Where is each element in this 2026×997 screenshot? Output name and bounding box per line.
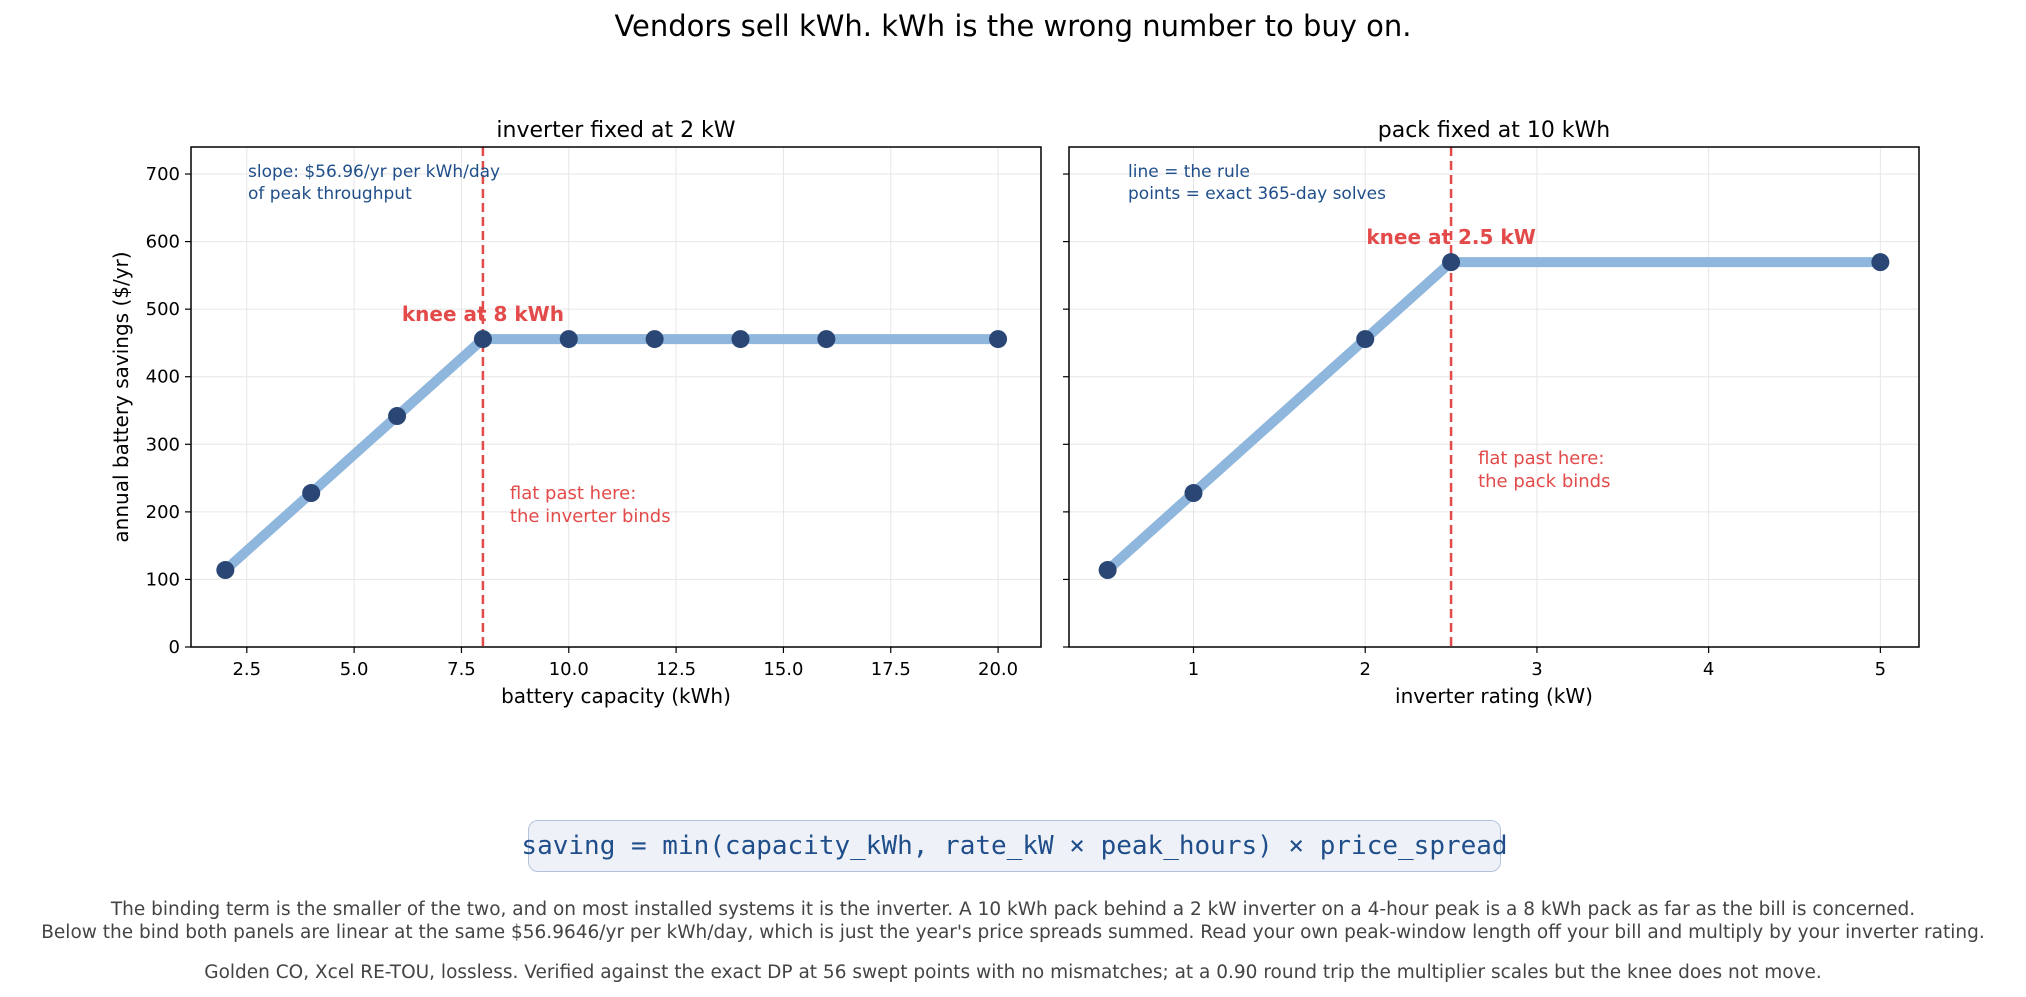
y-tick-label: 400 bbox=[146, 367, 180, 388]
figure-title: Vendors sell kWh. kWh is the wrong numbe… bbox=[614, 9, 1411, 43]
data-point bbox=[1356, 330, 1375, 349]
data-point bbox=[388, 407, 407, 426]
x-tick-label: 7.5 bbox=[447, 659, 476, 680]
corner-note-line: points = exact 365-day solves bbox=[1128, 184, 1386, 204]
rule-line bbox=[1102, 257, 1886, 576]
x-tick-label: 1 bbox=[1188, 659, 1199, 680]
flat-note-line: flat past here: bbox=[510, 483, 636, 504]
x-tick-label: 20.0 bbox=[978, 659, 1018, 680]
data-point bbox=[817, 330, 836, 349]
data-point bbox=[1098, 561, 1117, 580]
corner-note-line: of peak throughput bbox=[248, 184, 412, 204]
data-point bbox=[473, 330, 492, 349]
axes-frame bbox=[190, 146, 1042, 648]
x-tick-label: 12.5 bbox=[656, 659, 696, 680]
flat-note-line: the inverter binds bbox=[510, 506, 671, 527]
knee-label: knee at 8 kWh bbox=[402, 302, 564, 326]
data-point bbox=[1871, 253, 1890, 272]
y-tick-label: 100 bbox=[146, 569, 180, 590]
data-point bbox=[1442, 253, 1461, 272]
caption-line-1: The binding term is the smaller of the t… bbox=[110, 899, 1916, 920]
formula-box: saving = min(capacity_kWh, rate_kW × pea… bbox=[521, 820, 1508, 872]
data-point bbox=[302, 484, 321, 503]
data-point bbox=[1184, 484, 1203, 503]
y-tick-label: 200 bbox=[146, 502, 180, 523]
caption-line-2: Below the bind both panels are linear at… bbox=[41, 922, 1985, 943]
corner-note-line: line = the rule bbox=[1128, 162, 1250, 182]
axes-frame bbox=[1068, 146, 1920, 648]
x-tick-label: 4 bbox=[1703, 659, 1714, 680]
data-point bbox=[989, 330, 1008, 349]
x-axis-label: battery capacity (kWh) bbox=[501, 684, 731, 708]
y-tick-label: 300 bbox=[146, 434, 180, 455]
knee-label: knee at 2.5 kW bbox=[1366, 225, 1535, 249]
left-chart-panel: 2.5 5.0 7.5 10.0 12.5 15.0 17.5 20.0 0 100 200 300 4… bbox=[109, 118, 1042, 708]
data-point bbox=[731, 330, 750, 349]
caption-line-3: Golden CO, Xcel RE-TOU, lossless. Verifi… bbox=[204, 962, 1822, 983]
corner-note-line: slope: $56.96/yr per kWh/day bbox=[248, 162, 500, 182]
x-tick-label: 2.5 bbox=[232, 659, 261, 680]
flat-note-line: flat past here: bbox=[1478, 448, 1604, 469]
panel-title: pack fixed at 10 kWh bbox=[1378, 118, 1611, 143]
y-tick-label: 500 bbox=[146, 299, 180, 320]
flat-note-line: the pack binds bbox=[1478, 471, 1610, 492]
y-tick-label: 700 bbox=[146, 164, 180, 185]
panel-title: inverter fixed at 2 kW bbox=[496, 118, 735, 143]
data-point bbox=[216, 561, 235, 580]
x-tick-label: 2 bbox=[1359, 659, 1370, 680]
data-point bbox=[559, 330, 578, 349]
x-tick-label: 15.0 bbox=[763, 659, 803, 680]
y-tick-label: 0 bbox=[169, 637, 180, 658]
x-tick-label: 3 bbox=[1531, 659, 1542, 680]
right-chart-panel: 1 2 3 4 5 knee at 2.5 kW flat past here:the pa… bbox=[1063, 118, 1920, 708]
x-tick-label: 5 bbox=[1875, 659, 1886, 680]
x-tick-label: 5.0 bbox=[340, 659, 369, 680]
y-tick-label: 600 bbox=[146, 232, 180, 253]
data-point bbox=[645, 330, 664, 349]
x-tick-label: 10.0 bbox=[549, 659, 589, 680]
y-axis-label: annual battery savings ($/yr) bbox=[109, 251, 133, 542]
rule-line bbox=[220, 334, 1004, 576]
x-tick-label: 17.5 bbox=[871, 659, 911, 680]
x-axis-label: inverter rating (kW) bbox=[1395, 684, 1593, 708]
